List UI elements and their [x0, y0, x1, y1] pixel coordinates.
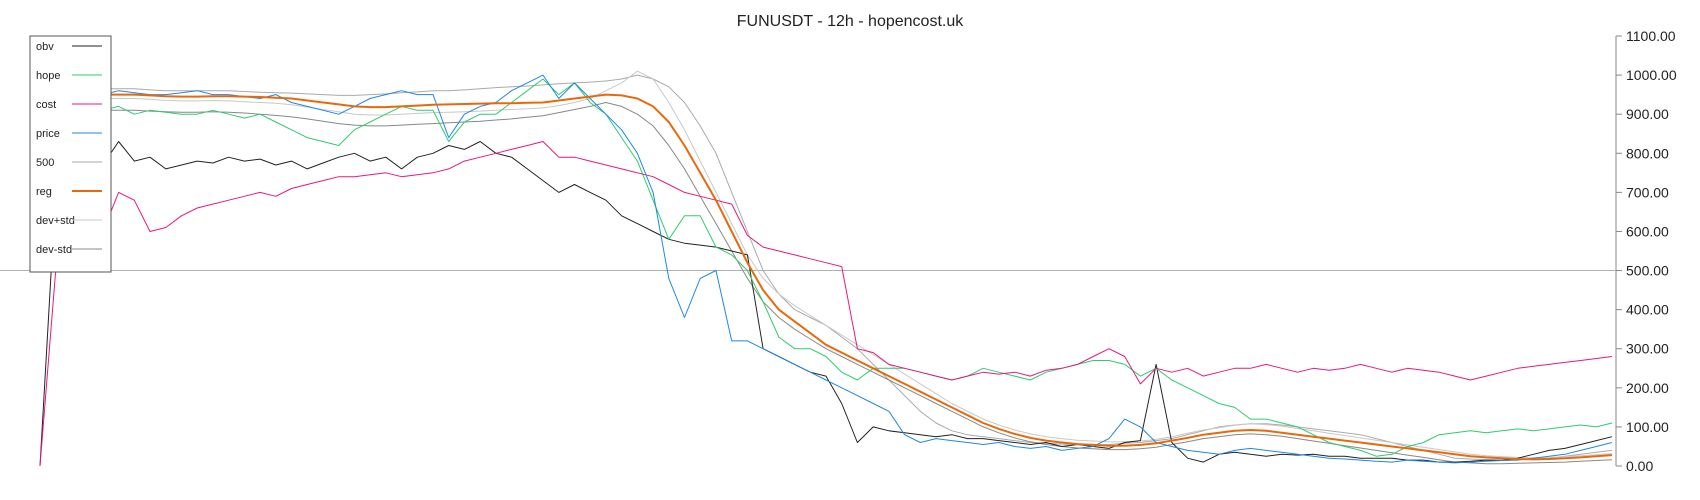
legend-label: price: [36, 128, 60, 140]
series-line-dev-std: [39, 102, 1613, 465]
y-axis: 0.00 100.00 200.00 300.00 400.00 500.00 600.00…: [1615, 28, 1677, 474]
y-tick-label: 500.00: [1626, 263, 1669, 279]
y-tick-label: 400.00: [1626, 302, 1669, 318]
y-tick-label: 200.00: [1626, 380, 1669, 396]
legend-label: cost: [36, 99, 56, 111]
series-line-500: [39, 74, 1613, 461]
y-tick-label: 900.00: [1626, 106, 1669, 122]
legend-label: 500: [36, 157, 54, 169]
legend-label: hope: [36, 70, 60, 82]
legend-label: dev+std: [36, 215, 75, 227]
legend: obv hope cost price 500 reg dev+std dev-std: [29, 35, 112, 273]
y-tick-label: 800.00: [1626, 145, 1669, 161]
y-tick-label: 0.00: [1626, 458, 1653, 474]
y-tick-label: 700.00: [1626, 184, 1669, 200]
series-layer: [39, 70, 1613, 467]
y-tick-label: 600.00: [1626, 223, 1669, 239]
chart-title: FUNUSDT - 12h - hopencost.uk: [737, 13, 964, 30]
series-line-cost: [39, 141, 1613, 467]
legend-label: dev-std: [36, 244, 72, 256]
series-line-price: [39, 74, 1613, 464]
series-line-hope: [39, 78, 1613, 457]
legend-label: obv: [36, 41, 54, 53]
series-line-dev-std: [39, 70, 1613, 459]
legend-label: reg: [36, 186, 52, 198]
series-line-obv: [39, 105, 1613, 467]
y-tick-label: 1100.00: [1626, 28, 1676, 44]
y-tick-label: 1000.00: [1626, 67, 1677, 83]
series-line-reg: [39, 93, 1613, 461]
y-tick-label: 300.00: [1626, 341, 1669, 357]
y-tick-label: 100.00: [1626, 419, 1669, 435]
